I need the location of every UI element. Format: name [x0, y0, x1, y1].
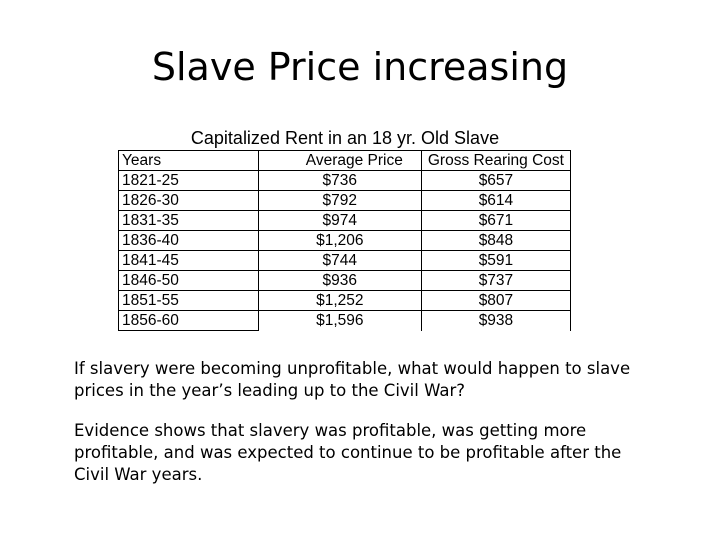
cell-gross-rearing-cost: $848	[421, 230, 572, 251]
table-row: 1846-50 $936 $737	[118, 270, 572, 291]
cell-years: 1856-60	[118, 310, 259, 331]
cell-gross-rearing-cost: $591	[421, 250, 572, 271]
table-caption: Capitalized Rent in an 18 yr. Old Slave	[190, 128, 500, 148]
cell-gross-rearing-cost: $938	[421, 310, 572, 331]
column-header-average-price: Average Price	[258, 150, 422, 171]
cell-average-price: $936	[258, 270, 422, 291]
cell-gross-rearing-cost: $807	[421, 290, 572, 311]
table-row: 1856-60 $1,596 $938	[118, 310, 572, 331]
cell-years: 1826-30	[118, 190, 259, 211]
question-paragraph: If slavery were becoming unprofitable, w…	[74, 359, 631, 400]
column-header-gross-rearing-cost: Gross Rearing Cost	[421, 150, 572, 171]
cell-gross-rearing-cost: $614	[421, 190, 572, 211]
evidence-paragraph: Evidence shows that slavery was profitab…	[74, 421, 622, 484]
cell-average-price: $736	[258, 170, 422, 191]
cell-gross-rearing-cost: $671	[421, 210, 572, 231]
cell-average-price: $1,596	[258, 310, 422, 331]
cell-gross-rearing-cost: $737	[421, 270, 572, 291]
cell-years: 1831-35	[118, 210, 259, 231]
table-header-row: Years Average Price Gross Rearing Cost	[118, 150, 572, 171]
table-row: 1841-45 $744 $591	[118, 250, 572, 271]
cell-average-price: $792	[258, 190, 422, 211]
table-row: 1821-25 $736 $657	[118, 170, 572, 191]
cell-years: 1821-25	[118, 170, 259, 191]
cell-years: 1851-55	[118, 290, 259, 311]
slide-title: Slave Price increasing	[151, 45, 569, 89]
cell-years: 1841-45	[118, 250, 259, 271]
cell-average-price: $974	[258, 210, 422, 231]
cell-years: 1846-50	[118, 270, 259, 291]
column-header-years: Years	[118, 150, 259, 171]
cell-average-price: $1,206	[258, 230, 422, 251]
table-row: 1851-55 $1,252 $807	[118, 290, 572, 311]
table-row: 1826-30 $792 $614	[118, 190, 572, 211]
table-row: 1831-35 $974 $671	[118, 210, 572, 231]
cell-years: 1836-40	[118, 230, 259, 251]
table-row: 1836-40 $1,206 $848	[118, 230, 572, 251]
cell-average-price: $744	[258, 250, 422, 271]
price-table: Years Average Price Gross Rearing Cost 1…	[118, 150, 572, 331]
cell-average-price: $1,252	[258, 290, 422, 311]
cell-gross-rearing-cost: $657	[421, 170, 572, 191]
